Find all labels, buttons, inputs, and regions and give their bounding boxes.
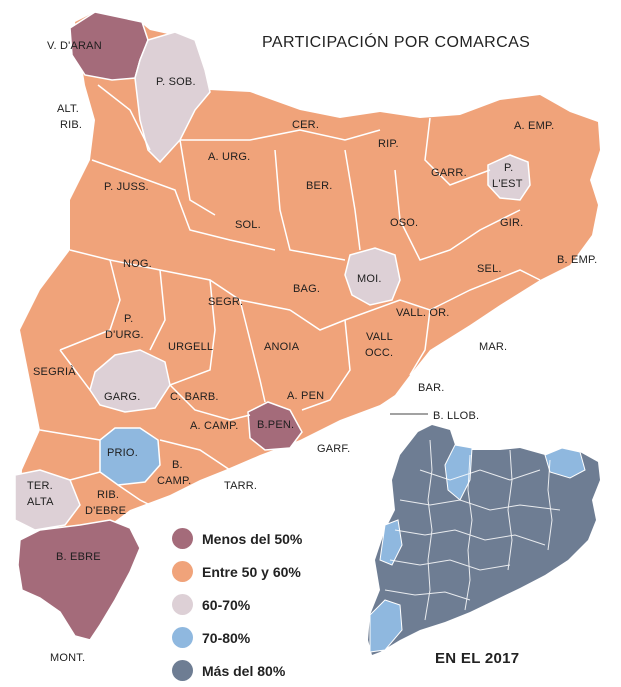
legend-item-entre-50-60: Entre 50 y 60% — [172, 555, 302, 588]
legend-label-entre-50-60: Entre 50 y 60% — [202, 563, 301, 580]
legend-swatch-70-80 — [172, 627, 193, 648]
legend-label-menos-50: Menos del 50% — [202, 530, 303, 547]
legend: Menos del 50% Entre 50 y 60% 60-70% 70-8… — [172, 522, 302, 687]
label-vall-occ-line2: OCC. — [365, 347, 394, 359]
label-p-lest-line1: P. — [504, 162, 514, 174]
label-p-sob: P. SOB. — [156, 76, 196, 88]
label-prio: PRIO. — [107, 447, 138, 459]
inset-light-blue-west — [379, 519, 403, 566]
label-b-pen: B.PEN. — [257, 419, 295, 431]
label-a-emp: A. EMP. — [514, 120, 555, 132]
label-oso: OSO. — [390, 217, 419, 229]
label-bag: BAG. — [293, 283, 321, 295]
label-alt-rib-line1: ALT. — [57, 103, 79, 115]
label-garr: GARR. — [431, 167, 467, 179]
label-sol: SOL. — [235, 219, 261, 231]
label-p-durg-line2: D'URG. — [105, 329, 144, 341]
label-b-ebre: B. EBRE — [56, 551, 101, 563]
label-b-llob: B. LLOB. — [433, 410, 480, 422]
label-segr: SEGR. — [208, 296, 244, 308]
inset-map-title: EN EL 2017 — [435, 650, 520, 667]
label-v-daran: V. D'ARAN — [47, 40, 102, 52]
region-b-ebre-shape — [17, 519, 141, 641]
label-p-durg-line1: P. — [124, 313, 134, 325]
label-moi: MOI. — [357, 273, 382, 285]
label-garg: GARG. — [104, 391, 141, 403]
label-mont: MONT. — [50, 652, 86, 664]
label-a-urg: A. URG. — [208, 151, 251, 163]
inset-borders — [384, 439, 561, 621]
label-bar: BAR. — [418, 382, 445, 394]
label-garf: GARF. — [317, 443, 351, 455]
legend-label-60-70: 60-70% — [202, 596, 251, 613]
label-tarr: TARR. — [224, 480, 258, 492]
label-p-lest-line2: L'EST — [492, 178, 523, 190]
label-urgell: URGELL — [168, 341, 214, 353]
label-ter-alta-line2: ALTA — [27, 496, 54, 508]
label-rib-debre-line1: RIB. — [97, 489, 120, 501]
label-a-pen: A. PEN — [287, 390, 325, 402]
inset-light-blue-south — [369, 599, 403, 653]
label-gir: GIR. — [500, 217, 524, 229]
label-b-camp-line2: CAMP. — [157, 475, 192, 487]
label-rib-debre-line2: D'EBRE — [85, 505, 127, 517]
label-ber: BER. — [306, 180, 333, 192]
legend-item-70-80: 70-80% — [172, 621, 302, 654]
label-alt-rib-line2: RIB. — [60, 119, 83, 131]
label-p-juss: P. JUSS. — [104, 181, 149, 193]
legend-swatch-menos-50 — [172, 528, 193, 549]
label-mar: MAR. — [479, 341, 508, 353]
legend-swatch-mas-80 — [172, 660, 193, 681]
map-title: PARTICIPACIÓN POR COMARCAS — [262, 34, 531, 51]
label-nog: NOG. — [123, 258, 152, 270]
label-segria: SEGRIÀ — [33, 366, 76, 378]
region-b-pen-shape — [247, 401, 303, 451]
region-p-lest-shape — [487, 154, 531, 201]
label-sel: SEL. — [477, 263, 502, 275]
label-cer: CER. — [292, 119, 320, 131]
label-ter-alta-line1: TER. — [27, 480, 53, 492]
inset-map-2017 — [368, 425, 600, 655]
legend-label-mas-80: Más del 80% — [202, 662, 286, 679]
region-prio-shape — [99, 427, 161, 486]
region-moi-shape — [344, 247, 401, 306]
label-vall-occ-line1: VALL — [366, 331, 393, 343]
legend-swatch-60-70 — [172, 594, 193, 615]
legend-label-70-80: 70-80% — [202, 629, 251, 646]
label-c-barb: C. BARB. — [170, 391, 219, 403]
label-b-camp-line1: B. — [172, 459, 183, 471]
inset-light-blue-east — [544, 447, 586, 479]
label-vall-or: VALL. OR. — [396, 307, 450, 319]
legend-item-menos-50: Menos del 50% — [172, 522, 302, 555]
label-a-camp: A. CAMP. — [190, 420, 239, 432]
label-rip: RIP. — [378, 138, 399, 150]
legend-item-60-70: 60-70% — [172, 588, 302, 621]
label-b-emp: B. EMP. — [557, 254, 598, 266]
legend-swatch-entre-50-60 — [172, 561, 193, 582]
legend-item-mas-80: Más del 80% — [172, 654, 302, 687]
region-ter-alta-shape — [14, 469, 81, 531]
region-garg-shape — [89, 349, 171, 413]
label-anoia: ANOIA — [264, 341, 300, 353]
region-borders — [39, 84, 541, 511]
